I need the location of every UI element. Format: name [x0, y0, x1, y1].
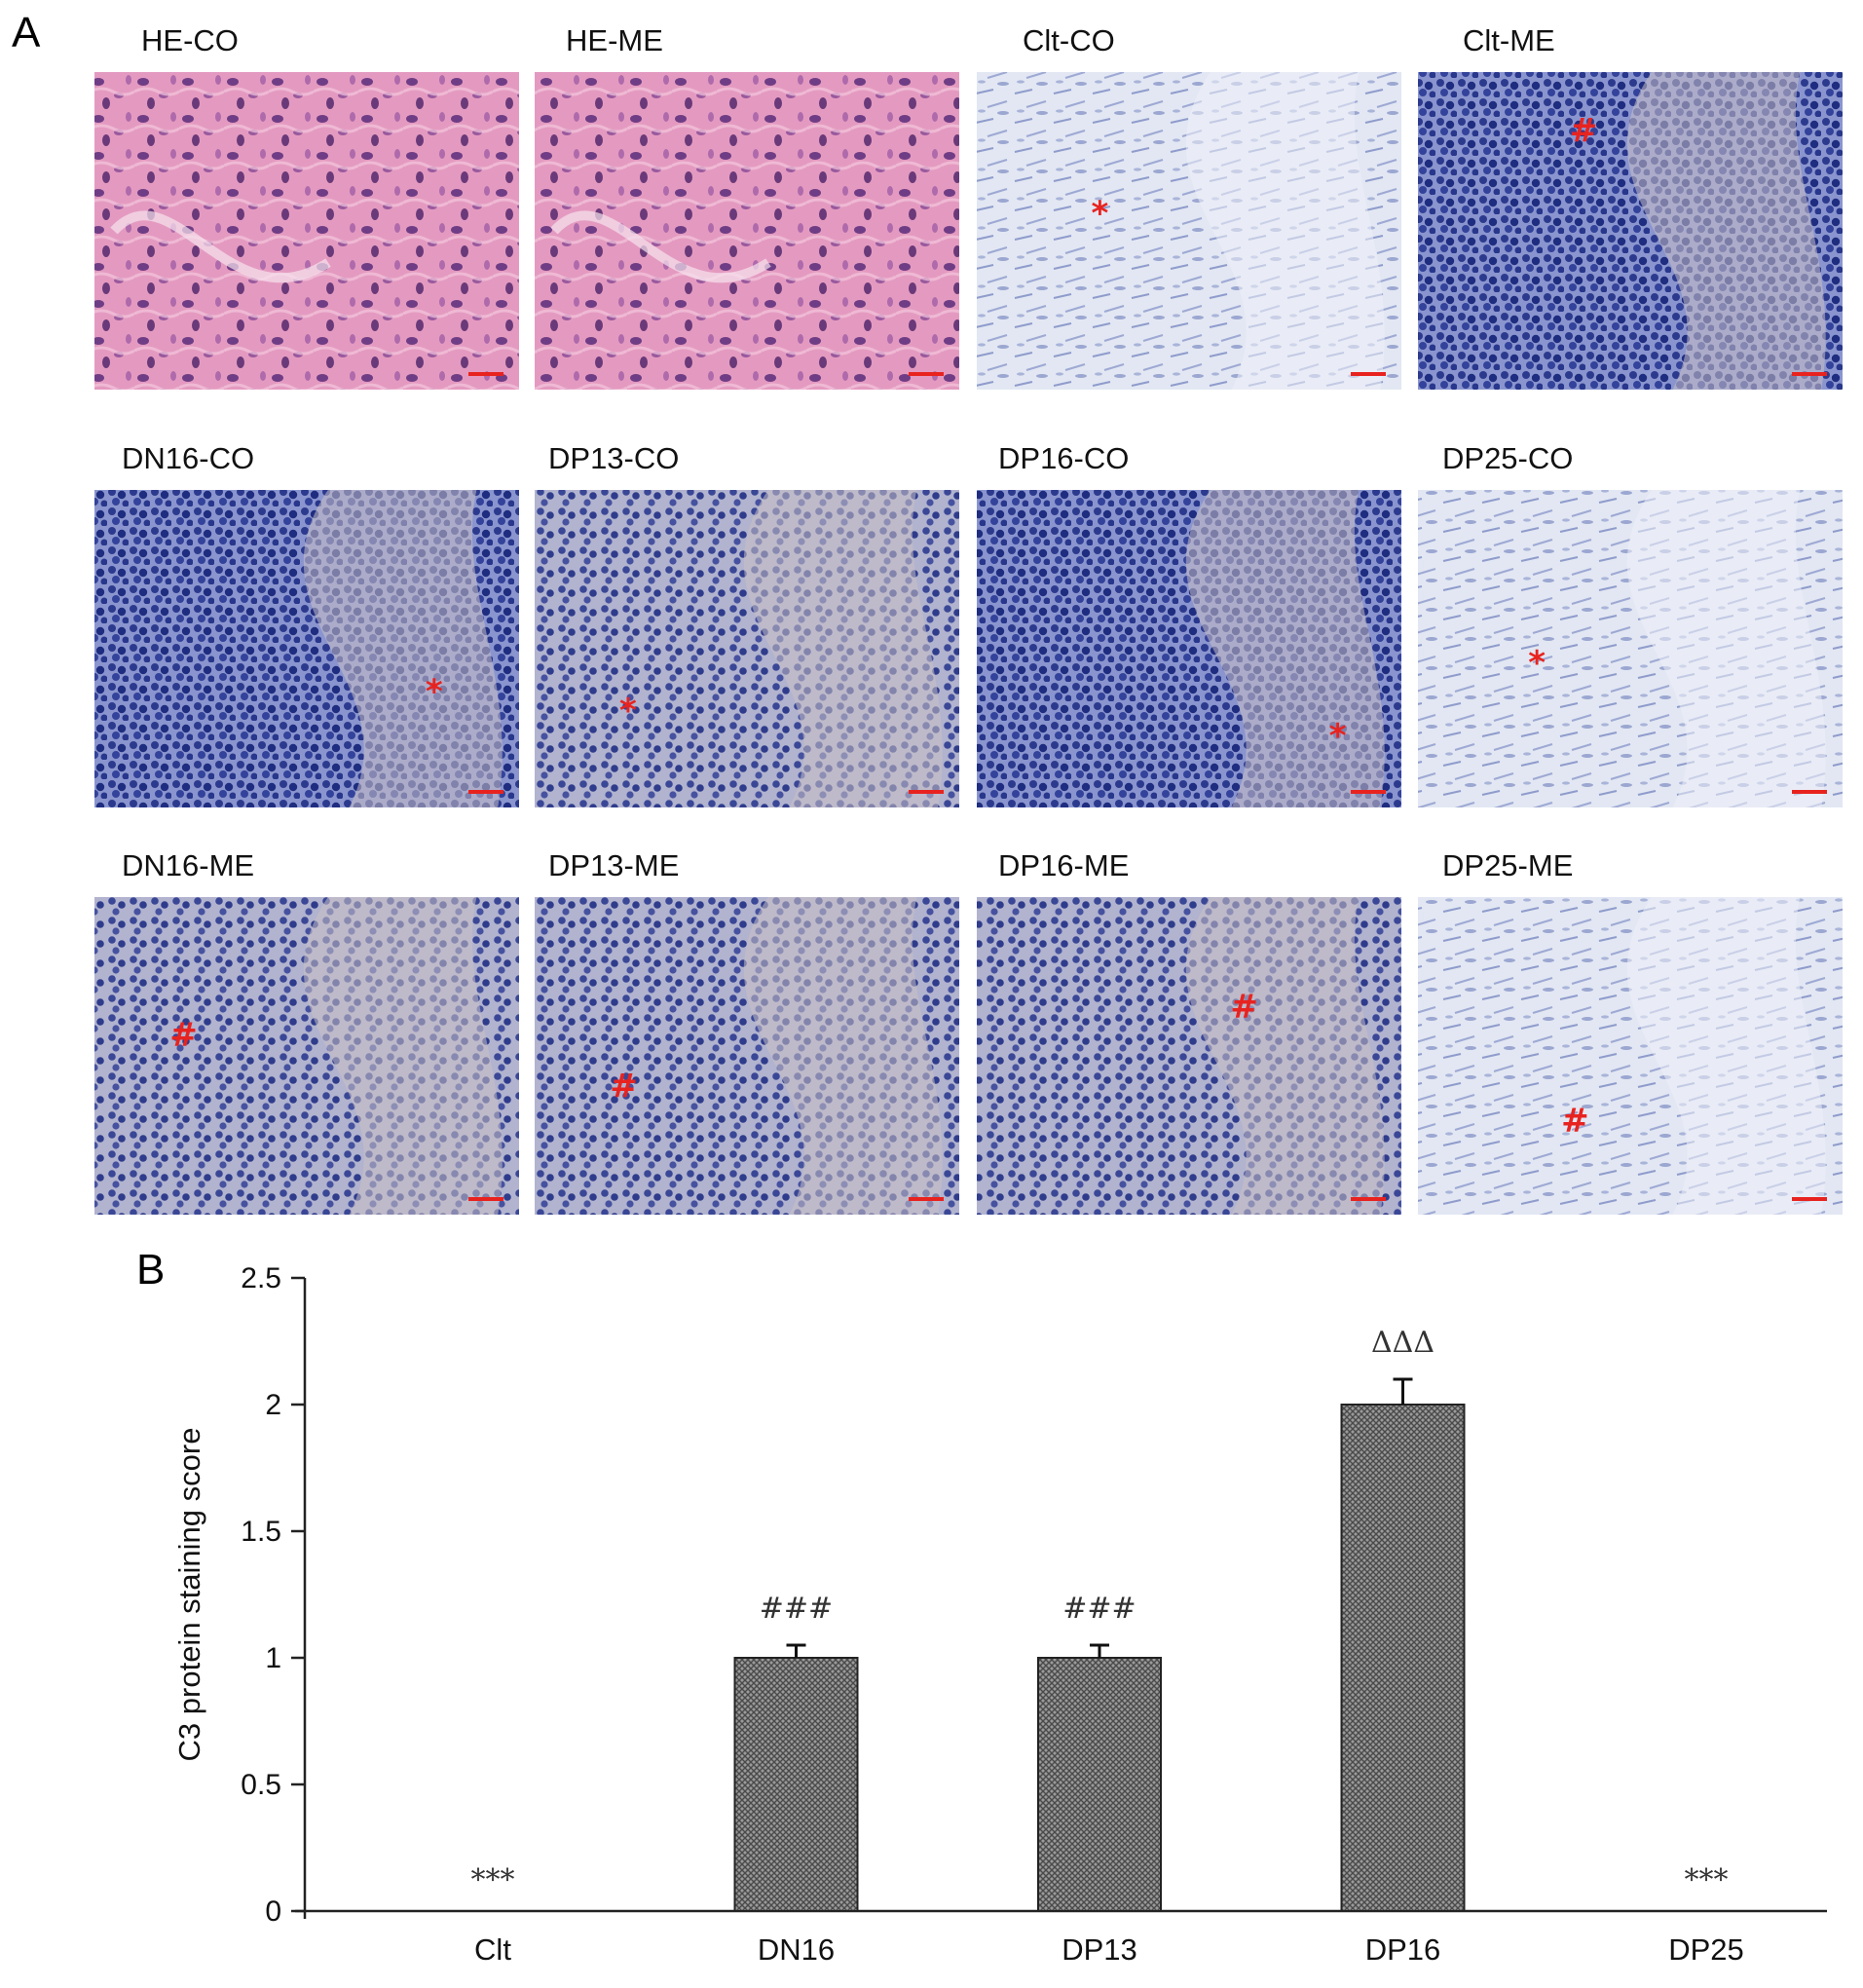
region-marker: #	[1561, 1102, 1589, 1141]
micrograph-grid: HE-CO HE-ME Clt-CO * Clt-ME # DN16-CO * DP13-CO *…	[94, 23, 1843, 1215]
micrograph-tile: Clt-ME #	[1418, 23, 1843, 390]
significance-annotation: ***	[1685, 1863, 1729, 1897]
y-tick-label: 1	[265, 1642, 281, 1674]
scale-bar	[1792, 372, 1827, 376]
micrograph-label: DN16-CO	[122, 441, 254, 475]
y-tick-label: 0.5	[241, 1769, 281, 1801]
scale-bar	[1792, 790, 1827, 794]
scale-bar	[468, 372, 503, 376]
region-marker: *	[619, 692, 637, 731]
scale-bar	[909, 790, 944, 794]
micrograph-label: DP13-ME	[548, 848, 679, 882]
micrograph-tile: Clt-CO *	[977, 23, 1401, 390]
micrograph-tile: DP13-CO *	[535, 441, 959, 807]
micrograph-label: DP13-CO	[548, 441, 679, 475]
y-tick-label: 0	[265, 1895, 281, 1928]
tissue-region	[743, 490, 943, 807]
tissue-region	[303, 897, 503, 1215]
micrograph-label: DN16-ME	[122, 848, 254, 882]
micrograph-tile: DN16-CO *	[94, 441, 519, 807]
significance-annotation: ΔΔΔ	[1371, 1326, 1435, 1360]
region-marker: *	[1092, 194, 1109, 233]
tissue-region	[1626, 897, 1826, 1215]
y-tick-label: 1.5	[241, 1516, 281, 1548]
y-tick-label: 2.5	[241, 1262, 281, 1294]
panel-a-label: A	[12, 9, 41, 56]
scale-bar	[1351, 1197, 1386, 1201]
region-marker: *	[426, 672, 443, 711]
y-tick-label: 2	[265, 1389, 281, 1421]
bar	[733, 1657, 859, 1912]
micrograph-image	[535, 72, 959, 390]
scale-bar	[1351, 790, 1386, 794]
micrograph-tile: DP25-CO *	[1418, 441, 1843, 807]
tissue-region	[303, 490, 503, 807]
micrograph-label: HE-ME	[566, 23, 663, 57]
tissue-region	[1185, 897, 1385, 1215]
tissue-region	[1626, 490, 1826, 807]
significance-annotation: ###	[760, 1592, 833, 1626]
micrograph-label: HE-CO	[141, 23, 239, 57]
micrograph-label: DP25-CO	[1442, 441, 1573, 475]
tissue-region	[1626, 72, 1826, 390]
scale-bar	[909, 1197, 944, 1201]
scale-bar	[468, 1197, 503, 1201]
micrograph-tile: DN16-ME #	[94, 848, 519, 1215]
region-marker: #	[169, 1016, 198, 1055]
micrograph-tile: HE-ME	[535, 23, 959, 390]
scale-bar	[468, 790, 503, 794]
micrograph-label: DP16-ME	[998, 848, 1129, 882]
micrograph-tile: HE-CO	[94, 23, 519, 390]
micrograph-tile: DP25-ME #	[1418, 848, 1843, 1215]
micrograph-image	[94, 72, 519, 390]
x-tick-label: Clt	[474, 1932, 511, 1967]
micrograph-label: Clt-CO	[1023, 23, 1115, 57]
x-tick-label: DP13	[1062, 1932, 1137, 1967]
micrograph-label: Clt-ME	[1463, 23, 1555, 57]
x-tick-label: DN16	[758, 1932, 835, 1967]
region-marker: #	[1230, 988, 1258, 1027]
tissue-region	[550, 210, 771, 283]
bar	[1340, 1404, 1466, 1912]
tissue-region	[1185, 490, 1385, 807]
region-marker: #	[610, 1067, 638, 1106]
micrograph-tile: DP16-CO *	[977, 441, 1401, 807]
scale-bar	[1792, 1197, 1827, 1201]
x-tick-label: DP25	[1668, 1932, 1744, 1967]
scale-bar	[1351, 372, 1386, 376]
tissue-region	[110, 210, 331, 283]
micrograph-label: DP25-ME	[1442, 848, 1573, 882]
bar-chart: 0 0.5 1 1.5 2 2.5 C3 protein staining score Clt…	[172, 1262, 1827, 1967]
scale-bar	[909, 372, 944, 376]
significance-annotation: ***	[471, 1863, 515, 1897]
tissue-region	[1185, 72, 1385, 390]
significance-annotation: ###	[1062, 1592, 1136, 1626]
panel-b-label: B	[136, 1246, 165, 1294]
micrograph-tile: DP16-ME #	[977, 848, 1401, 1215]
y-axis-label: C3 protein staining score	[172, 1428, 206, 1762]
micrograph-tile: DP13-ME #	[535, 848, 959, 1215]
bar	[1037, 1657, 1162, 1912]
x-tick-label: DP16	[1365, 1932, 1441, 1967]
micrograph-label: DP16-CO	[998, 441, 1129, 475]
region-marker: *	[1329, 717, 1347, 756]
region-marker: *	[1528, 644, 1546, 683]
tissue-region	[743, 897, 943, 1215]
region-marker: #	[1570, 112, 1598, 151]
